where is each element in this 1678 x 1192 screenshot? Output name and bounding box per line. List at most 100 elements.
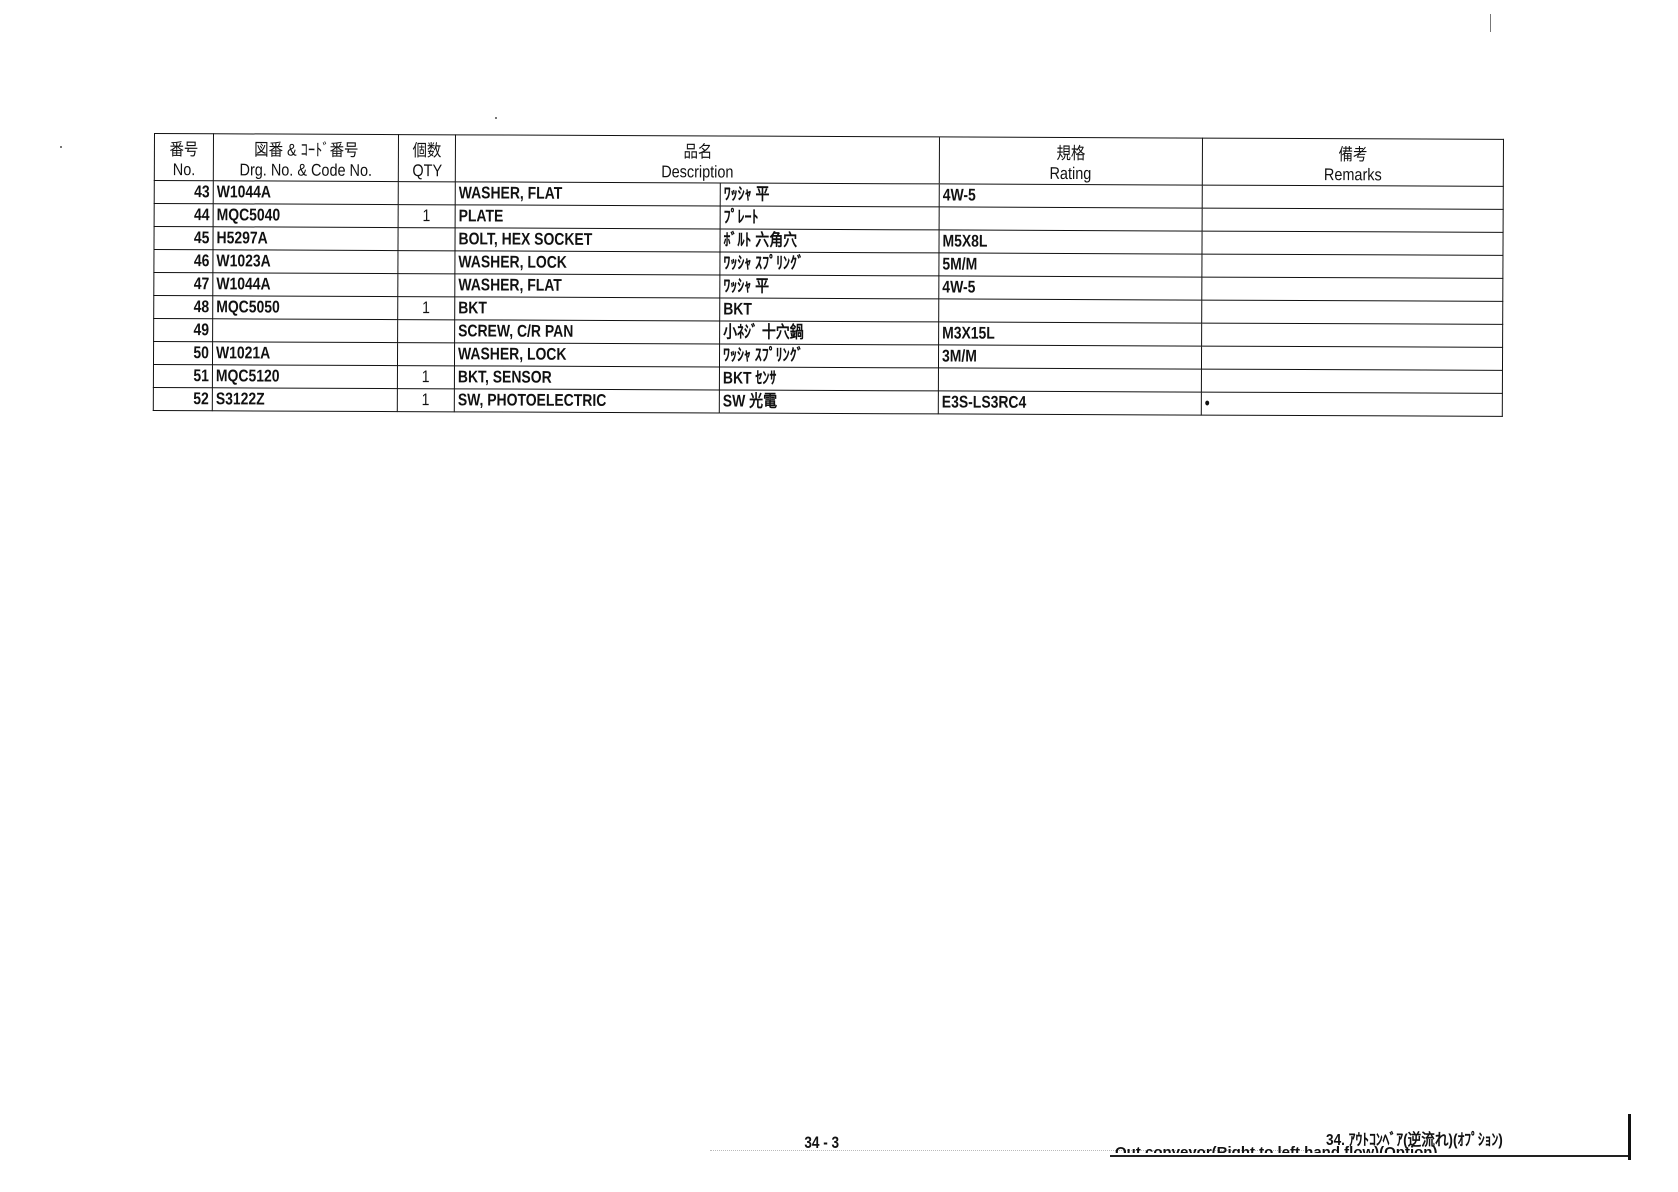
cell-qty <box>397 342 455 366</box>
cell-code <box>212 318 398 343</box>
desc-en-text: WASHER, FLAT <box>458 275 562 295</box>
cell-qty <box>398 181 456 205</box>
code-text: W1044A <box>216 182 272 202</box>
desc-en-text: PLATE <box>458 206 504 226</box>
no-text: 47 <box>193 274 210 294</box>
cell-desc-jp: SW 光電 <box>719 389 939 414</box>
desc-en-text: BOLT, HEX SOCKET <box>458 229 593 249</box>
desc-jp-text: ﾜｯｼｬ ｽﾌﾟﾘﾝｸﾞ <box>723 253 805 273</box>
header-rating-jp: 規格 <box>1056 143 1086 164</box>
header-remarks-en: Remarks <box>1323 165 1382 185</box>
scan-speck <box>495 117 497 119</box>
cell-desc-en: WASHER, LOCK <box>454 250 720 275</box>
code-text: H5297A <box>216 228 268 248</box>
cell-code: W1044A <box>212 272 398 297</box>
cell-rating: M5X8L <box>938 229 1203 255</box>
cell-qty: 1 <box>398 204 456 228</box>
header-rating-en: Rating <box>1049 163 1092 184</box>
header-no-jp: 番号 <box>169 140 199 160</box>
cell-desc-en: BKT <box>454 296 720 321</box>
cell-code: MQC5040 <box>213 203 399 228</box>
cell-desc-jp: ﾜｯｼｬ 平 <box>719 274 939 299</box>
header-code-en: Drg. No. & Code No. <box>239 160 373 180</box>
desc-en-text: WASHER, FLAT <box>458 183 563 203</box>
cell-desc-en: BOLT, HEX SOCKET <box>454 227 721 252</box>
cell-remarks <box>1201 369 1503 394</box>
no-text: 51 <box>193 366 209 386</box>
cell-code: S3122Z <box>212 387 398 412</box>
cell-no: 45 <box>153 226 214 250</box>
cell-desc-en: SCREW, C/R PAN <box>454 319 720 344</box>
cell-no: 47 <box>153 272 213 296</box>
remarks-text: • <box>1204 393 1210 413</box>
cell-desc-en: SW, PHOTOELECTRIC <box>454 388 720 413</box>
no-text: 45 <box>193 228 210 248</box>
desc-jp-text: ﾜｯｼｬ ｽﾌﾟﾘﾝｸﾞ <box>722 345 804 365</box>
cell-remarks <box>1201 300 1503 325</box>
desc-jp-text: BKT ｾﾝｻ <box>722 368 777 388</box>
cell-qty: 1 <box>397 365 455 389</box>
cell-remarks <box>1201 323 1503 348</box>
code-text: MQC5050 <box>216 297 280 317</box>
cell-no: 46 <box>153 249 213 273</box>
cell-rating: 5M/M <box>938 252 1202 278</box>
page-number: 34 - 3 <box>804 1133 840 1152</box>
cell-desc-en: WASHER, LOCK <box>454 342 720 367</box>
desc-jp-text: BKT <box>723 299 752 319</box>
cell-code: W1023A <box>212 249 398 274</box>
cell-rating <box>938 298 1202 324</box>
header-desc-en: Description <box>661 162 734 182</box>
cell-no: 48 <box>153 295 213 319</box>
cell-no: 49 <box>153 318 213 342</box>
cell-desc-en: PLATE <box>455 204 721 229</box>
desc-jp-text: 小ﾈｼﾞ 十穴鍋 <box>723 322 804 342</box>
cell-remarks <box>1201 231 1504 256</box>
cell-code: H5297A <box>212 226 399 251</box>
no-text: 48 <box>193 297 210 317</box>
cell-desc-jp: BKT <box>719 297 939 322</box>
cell-no: 43 <box>154 180 214 204</box>
rating-text: M5X8L <box>942 231 988 251</box>
code-text: MQC5120 <box>215 366 280 386</box>
desc-en-text: SW, PHOTOELECTRIC <box>457 390 607 410</box>
cell-qty: 1 <box>397 388 455 412</box>
cell-code: W1021A <box>212 341 398 366</box>
section-subtitle: Out conveyor(Right to left hand flow)(Op… <box>1115 1144 1438 1153</box>
cell-desc-jp: 小ﾈｼﾞ 十穴鍋 <box>719 320 939 345</box>
cell-rating: 3M/M <box>938 344 1202 370</box>
cell-rating: 4W-5 <box>938 275 1202 301</box>
footer-rule <box>1110 1155 1630 1157</box>
cell-remarks <box>1202 208 1504 233</box>
desc-jp-text: ﾜｯｼｬ 平 <box>723 276 770 296</box>
cell-remarks: • <box>1201 392 1503 417</box>
rating-text: M3X15L <box>942 323 995 343</box>
cell-rating <box>938 367 1202 393</box>
cell-qty <box>397 319 455 343</box>
cell-qty <box>397 273 455 297</box>
code-text: W1044A <box>216 274 271 294</box>
cell-qty <box>397 250 455 274</box>
parts-list-table: 番号 No. 図番 & ｺｰﾄﾞ番号 Drg. No. & Code No. 個数 Q… <box>153 133 1504 417</box>
cell-rating: M3X15L <box>938 321 1202 347</box>
no-text: 46 <box>193 251 210 271</box>
cell-no: 50 <box>153 341 213 365</box>
header-code-jp: 図番 & ｺｰﾄﾞ番号 <box>253 140 359 160</box>
header-row: 番号 No. 図番 & ｺｰﾄﾞ番号 Drg. No. & Code No. 個数 Q… <box>154 133 1504 187</box>
cell-no: 44 <box>154 203 214 227</box>
cell-rating: E3S-LS3RC4 <box>938 390 1202 416</box>
rating-text: E3S-LS3RC4 <box>941 392 1027 412</box>
code-text: W1023A <box>216 251 271 271</box>
scan-speck <box>60 146 62 148</box>
header-remarks-jp: 備考 <box>1338 145 1368 165</box>
rating-text: 4W-5 <box>942 277 976 297</box>
cell-qty <box>397 227 456 251</box>
cell-code: MQC5120 <box>212 364 398 389</box>
cell-desc-jp: ﾜｯｼｬ 平 <box>720 182 940 207</box>
no-text: 50 <box>193 343 210 363</box>
desc-jp-text: ﾜｯｼｬ 平 <box>723 184 770 204</box>
header-qty-jp: 個数 <box>412 141 442 161</box>
code-text: W1021A <box>216 343 271 363</box>
no-text: 43 <box>194 182 210 202</box>
no-text: 49 <box>193 320 210 340</box>
rating-text: 4W-5 <box>942 185 976 205</box>
